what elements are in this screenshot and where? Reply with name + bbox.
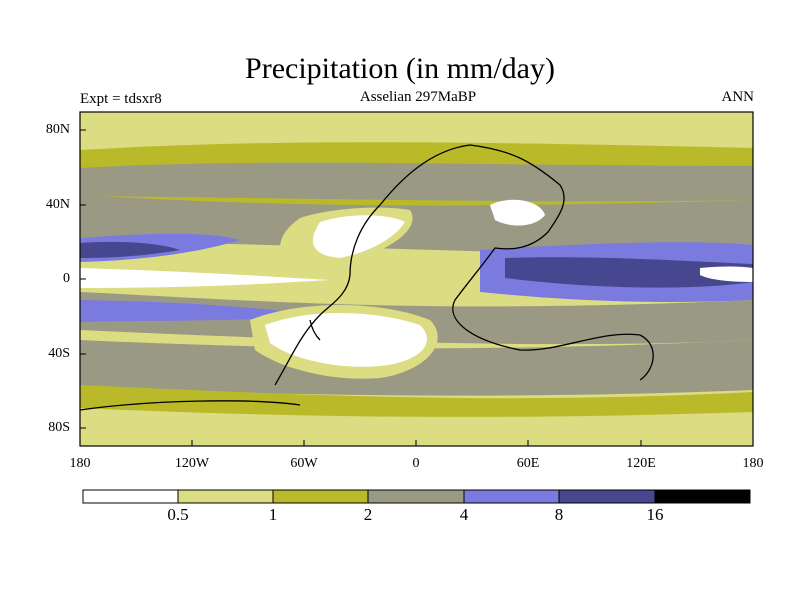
colorbar-swatch [463, 489, 560, 504]
colorbar-swatch [367, 489, 465, 504]
band-east-white [700, 266, 753, 282]
coastline-east [379, 144, 654, 381]
colorbar-label: 2 [363, 505, 373, 524]
east-desert-core [490, 199, 545, 226]
y-tick-label: 40N [45, 197, 70, 212]
colorbar-label: 0.5 [167, 505, 189, 524]
y-tick-label: 80N [45, 122, 70, 137]
x-tick-label: 180 [69, 456, 91, 471]
x-tick-label: 180 [742, 456, 764, 471]
y-tick-label: 0 [63, 271, 70, 286]
experiment-label: Expt = tdsxr8 [80, 91, 162, 107]
colorbar-swatch [82, 489, 179, 504]
band-south-polar [80, 412, 753, 446]
colorbar-label: 16 [646, 505, 664, 524]
colorbar-swatch [654, 489, 751, 504]
y-tick-label: 40S [48, 346, 70, 361]
colorbar-label: 1 [268, 505, 278, 524]
band-southern-yellow [80, 385, 753, 417]
coastline-west [274, 204, 381, 386]
band-southern-gray [80, 340, 753, 396]
x-tick-label: 0 [412, 456, 420, 471]
south-desert-core [265, 312, 427, 367]
band-equator-white [80, 268, 330, 288]
period-subtitle: Asselian 297MaBP [359, 89, 477, 105]
colorbar-label: 4 [459, 505, 469, 524]
coastline-inlet [309, 319, 321, 341]
colorbar-swatch [272, 489, 369, 504]
north-desert-core [312, 215, 405, 258]
x-tick-label: 60W [290, 456, 318, 471]
x-tick-label: 120E [626, 456, 656, 471]
band-north-gray [80, 162, 753, 202]
band-tethys-dark [505, 257, 753, 288]
colorbar-swatch [177, 489, 274, 504]
coastline-south [80, 400, 301, 411]
season-label: ANN [721, 89, 755, 105]
y-tick-label: 80S [48, 420, 70, 435]
band-subtropic-gray [80, 195, 753, 258]
colorbar-label: 8 [554, 505, 564, 524]
precip-field [80, 112, 753, 446]
x-tick-label: 120W [174, 456, 210, 471]
band-pacific-dark [80, 241, 180, 258]
tick-marks [80, 129, 642, 446]
map-title: Precipitation (in mm/day) [245, 52, 555, 85]
colorbar-swatch [558, 489, 656, 504]
x-tick-label: 60E [516, 456, 540, 471]
colorbar [82, 489, 751, 504]
coastlines [80, 144, 654, 411]
